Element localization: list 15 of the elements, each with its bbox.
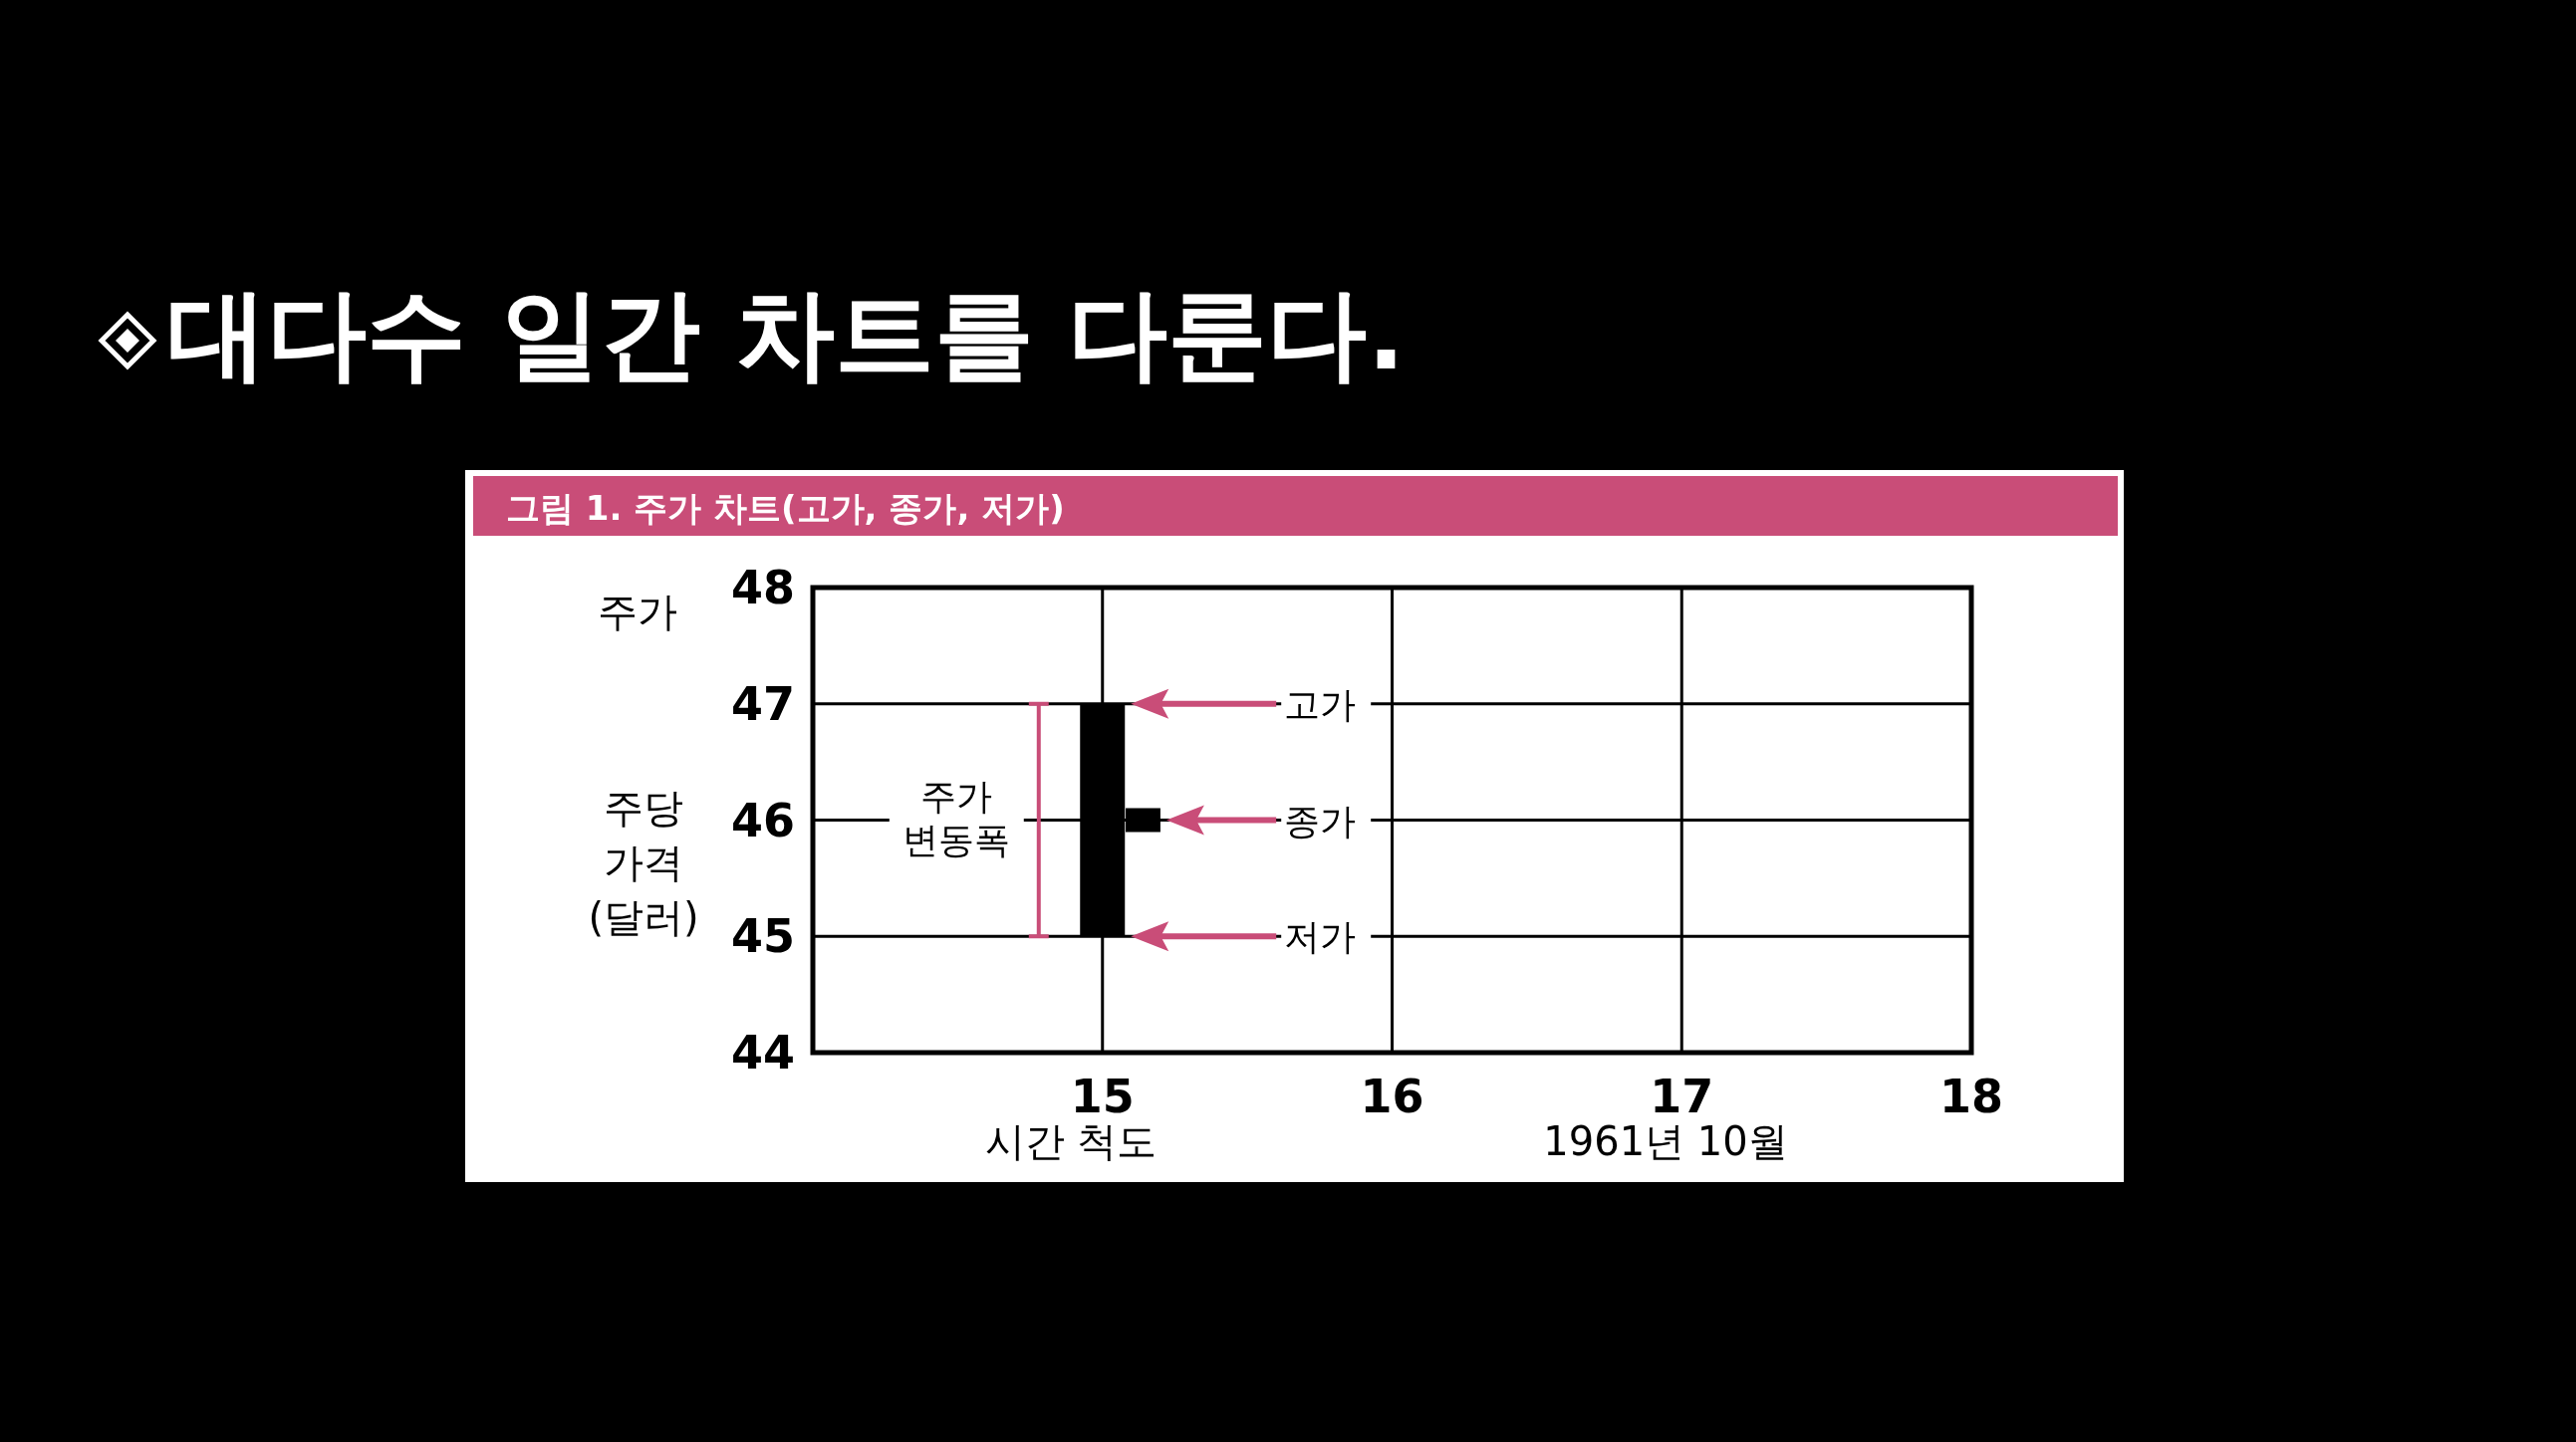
y-tick-label: 48: [730, 561, 795, 614]
y-tick-label: 47: [730, 676, 795, 731]
annotation: 종가: [1284, 800, 1357, 841]
chart-subtitle: 그림 1. 주가 차트(고가, 종가, 저가): [506, 488, 1065, 528]
annotation: 주가 변동폭: [902, 775, 1010, 860]
x-tick-label: 16: [1360, 1070, 1424, 1123]
annotation: 고가: [1284, 683, 1357, 725]
annotation: 저가: [1284, 916, 1357, 958]
y-tick-label: 44: [730, 1026, 795, 1080]
x-tick-label: 18: [1938, 1070, 2004, 1123]
y-axis-title: 주당 가격 (달러): [588, 785, 699, 940]
text: 주가: [598, 589, 677, 634]
y-tick-label: 45: [730, 909, 795, 964]
chart-title: 대다수 일간 차트를 다룬다.: [167, 276, 1406, 392]
y-tick-label: 46: [730, 793, 795, 847]
